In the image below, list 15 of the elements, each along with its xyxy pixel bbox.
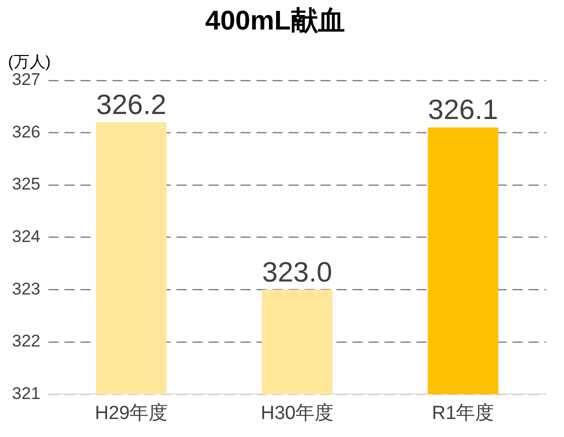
y-tick-label: 327 <box>12 70 40 90</box>
data-label: 323.0 <box>262 256 332 288</box>
x-tick-label: H30年度 <box>260 402 334 424</box>
y-tick-label: 322 <box>12 332 40 351</box>
x-tick-label: H29年度 <box>94 402 168 424</box>
y-tick-label: 324 <box>12 226 40 246</box>
y-tick-label: 321 <box>12 384 40 403</box>
y-tick-label: 323 <box>12 279 40 298</box>
chart-title: 400mL献血 <box>205 6 345 36</box>
data-label: 326.1 <box>428 94 498 126</box>
y-tick-label: 326 <box>12 122 40 142</box>
y-tick-label: 325 <box>12 174 40 194</box>
data-label: 326.2 <box>96 88 166 120</box>
y-axis-title: (万人) <box>8 54 51 71</box>
x-tick-label: R1年度 <box>432 402 494 424</box>
